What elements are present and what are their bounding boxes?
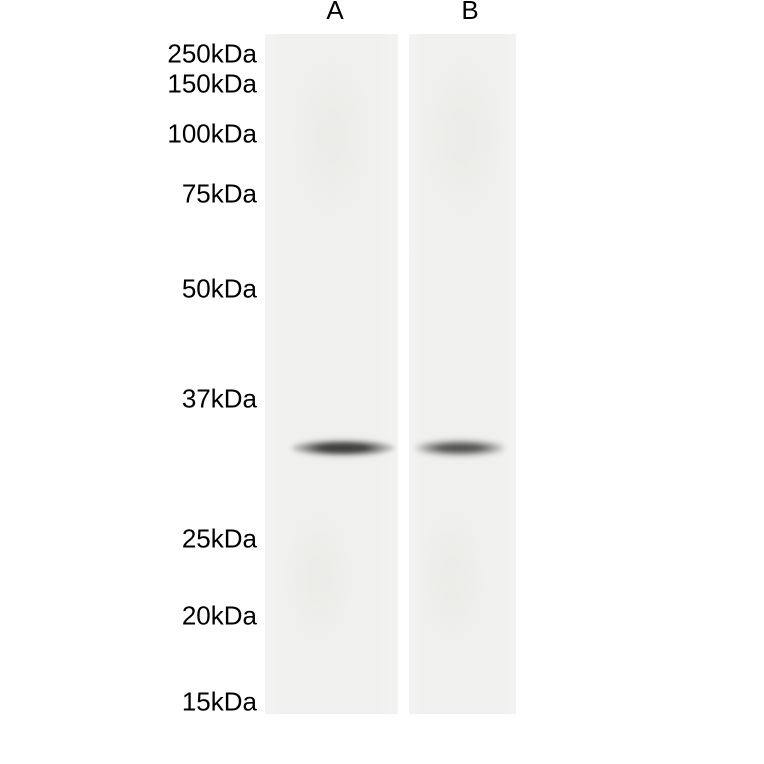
lane-divider [398,34,409,714]
band-lane-b [415,441,505,455]
mw-marker-label: 75kDa [182,179,257,210]
mw-marker-label: 100kDa [167,119,257,150]
mw-marker-label: 37kDa [182,384,257,415]
lane-smudge [409,34,516,714]
lane-smudge [265,34,398,714]
mw-marker-label: 20kDa [182,601,257,632]
band-lane-a [291,440,395,456]
mw-marker-label: 15kDa [182,687,257,718]
mw-marker-label: 25kDa [182,524,257,555]
mw-marker-label: 150kDa [167,69,257,100]
mw-marker-label: 250kDa [167,39,257,70]
blot-plot-area: AB250kDa150kDa100kDa75kDa50kDa37kDa25kDa… [265,34,516,714]
mw-marker-label: 50kDa [182,274,257,305]
lane-label-a: A [326,0,343,26]
lane-label-b: B [461,0,478,26]
